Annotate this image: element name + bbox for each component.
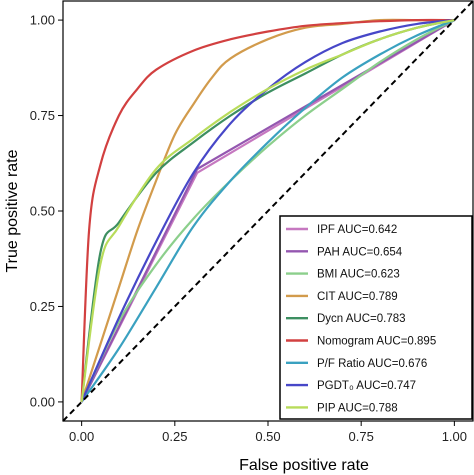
- reference-diagonal-line: [62, 0, 474, 422]
- y-tick-label: 1.00: [30, 13, 55, 28]
- legend-label: Nomogram AUC=0.895: [317, 336, 436, 348]
- roc-curve-6: [80, 18, 455, 402]
- y-tick-label: 0.75: [30, 108, 55, 123]
- legend-label: Dycn AUC=0.783: [317, 313, 406, 325]
- x-tick-label: 1.00: [442, 429, 467, 444]
- legend-label: BMI AUC=0.623: [317, 269, 400, 281]
- y-axis-title: True positive rate: [4, 149, 21, 272]
- x-tick-label: 0.75: [349, 429, 374, 444]
- legend-label: PGDT₀ AUC=0.747: [317, 380, 416, 392]
- roc-curve-9: [80, 19, 455, 403]
- y-tick-label: 0.25: [30, 299, 55, 314]
- legend-box: [279, 215, 473, 420]
- x-tick-label: 0.25: [162, 429, 187, 444]
- x-tick-label: 0.50: [255, 429, 280, 444]
- y-tick-label: 0.00: [30, 394, 55, 409]
- roc-curve-7: [80, 19, 455, 403]
- roc-curve-3: [80, 19, 455, 403]
- legend-label: PAH AUC=0.654: [317, 246, 403, 258]
- legend: IPF AUC=0.642 PAH AUC=0.654 BMI AUC=0.623 C…: [279, 215, 473, 420]
- roc-curves: [62, 0, 474, 422]
- x-tick-label: 0.00: [69, 429, 94, 444]
- roc-curve-8: [80, 19, 455, 403]
- legend-label: PIP AUC=0.788: [317, 402, 398, 414]
- legend-label: CIT AUC=0.789: [317, 291, 398, 303]
- legend-label: IPF AUC=0.642: [317, 224, 397, 236]
- legend-label: P/F Ratio AUC=0.676: [317, 358, 427, 370]
- x-axis-title: False positive rate: [239, 457, 369, 474]
- axis-ticks: 0.00 0.25 0.50 0.75 1.00 0.00 0.25 0.50 0.75 1.00: [30, 13, 467, 444]
- y-tick-label: 0.50: [30, 204, 55, 219]
